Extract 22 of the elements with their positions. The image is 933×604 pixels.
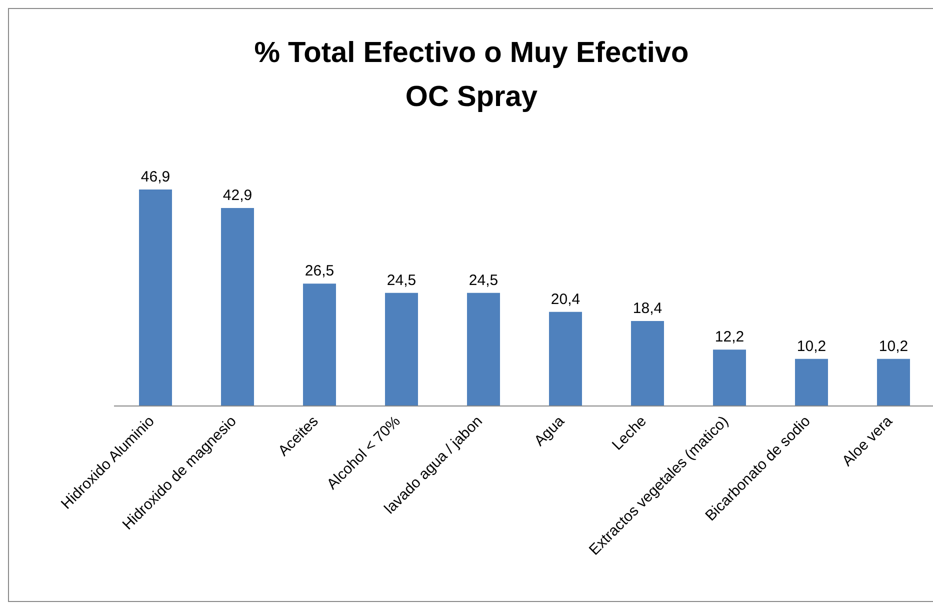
bar — [713, 350, 746, 406]
data-label: 18,4 — [632, 300, 662, 318]
data-label: 10,2 — [796, 338, 826, 355]
data-label: 46,9 — [140, 168, 170, 186]
bar — [631, 321, 664, 406]
data-label: 10,2 — [878, 338, 908, 355]
bar — [139, 189, 172, 406]
bar — [221, 208, 254, 406]
bar — [549, 312, 582, 406]
data-label: 42,9 — [222, 186, 252, 204]
x-tick-label: Aloe vera — [838, 412, 896, 470]
data-label: 26,5 — [304, 262, 334, 280]
bar — [467, 292, 500, 406]
data-label: 24,5 — [386, 272, 416, 289]
bar — [303, 284, 336, 406]
bar — [385, 292, 418, 406]
data-label: 20,4 — [550, 290, 580, 308]
data-label: 12,2 — [714, 328, 744, 346]
bar — [795, 358, 828, 406]
bar — [877, 358, 910, 406]
data-label: 24,5 — [468, 272, 498, 289]
chart-title: % Total Efectivo o Muy Efectivo OC Spray — [253, 36, 690, 115]
